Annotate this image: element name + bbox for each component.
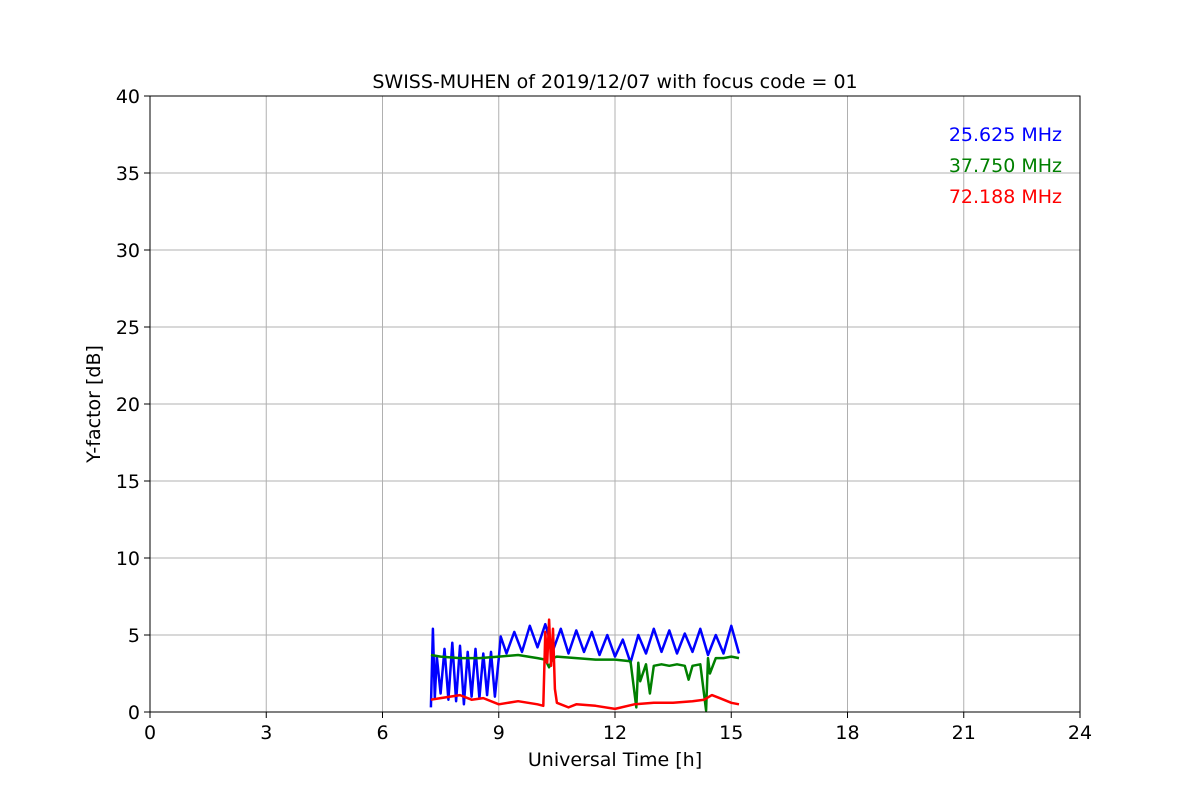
x-tick-label: 0 [144, 722, 156, 744]
x-tick-label: 21 [952, 722, 976, 744]
x-tick-label: 3 [260, 722, 272, 744]
y-tick-label: 35 [116, 163, 140, 185]
series-line-1 [429, 622, 741, 708]
y-tick-label: 40 [116, 86, 140, 108]
y-tick-label: 10 [116, 548, 140, 570]
x-tick-label: 12 [603, 722, 627, 744]
y-axis-label: Y-factor [dB] [83, 345, 105, 464]
x-tick-label: 24 [1068, 722, 1092, 744]
legend-entry-2: 37.750 MHz [949, 155, 1062, 177]
x-tick-label: 15 [719, 722, 743, 744]
grid [149, 95, 1081, 713]
x-tick-label: 6 [376, 722, 388, 744]
x-axis-label: Universal Time [h] [528, 749, 702, 771]
y-tick-label: 20 [116, 394, 140, 416]
y-tick-label: 25 [116, 317, 140, 339]
y-tick-label: 5 [128, 625, 140, 647]
series-line-3 [430, 618, 740, 711]
y-tick-label: 30 [116, 240, 140, 262]
y-tick-label: 15 [116, 471, 140, 493]
legend-entry-1: 25.625 MHz [949, 124, 1062, 146]
y-tick-label: 0 [128, 702, 140, 724]
legend: 25.625 MHz 37.750 MHz 72.188 MHz [949, 124, 1062, 208]
series-lines [429, 618, 741, 712]
legend-entry-3: 72.188 MHz [949, 186, 1062, 208]
series-line-2 [430, 653, 740, 712]
x-tick-label: 18 [835, 722, 859, 744]
x-tick-label: 9 [493, 722, 505, 744]
chart-title: SWISS-MUHEN of 2019/12/07 with focus cod… [372, 71, 857, 93]
axis-ticks: 0 3 6 9 12 15 18 21 24 0 5 10 15 20 25 30 35 40 [116, 86, 1092, 744]
